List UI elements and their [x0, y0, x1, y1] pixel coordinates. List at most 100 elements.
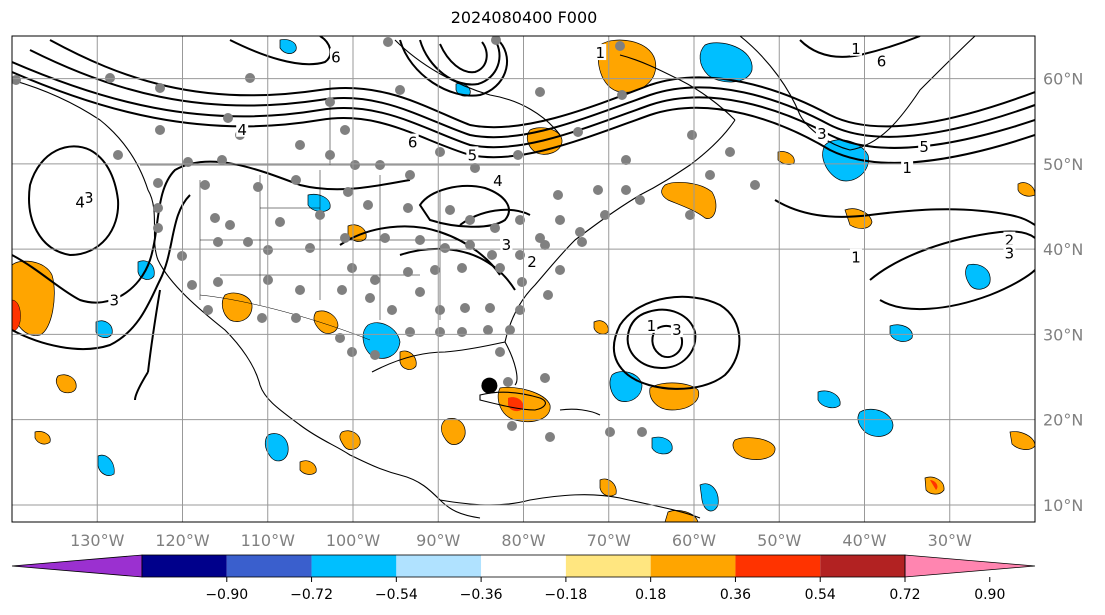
- lon-tick-label: 50°W: [757, 531, 801, 550]
- anomaly-patch: [661, 182, 717, 219]
- contour-label-bg: [849, 248, 862, 265]
- anomaly-patch: [97, 454, 115, 476]
- colorbar-segment: [820, 555, 905, 577]
- contour-label-bg: [329, 48, 342, 65]
- contour-label-bg: [875, 52, 888, 69]
- colorbar-tick-label: 0.18: [635, 587, 666, 603]
- contour-line: [29, 49, 1035, 139]
- anomaly-patch: [221, 292, 253, 322]
- station-dot: [575, 227, 585, 237]
- station-dot: [187, 280, 197, 290]
- lat-tick-label: 40°N: [1043, 240, 1083, 259]
- colorbar-segment: [396, 555, 482, 577]
- lon-tick-label: 100°W: [326, 531, 381, 550]
- station-dot: [637, 427, 647, 437]
- station-dot: [347, 347, 357, 357]
- station-dot: [200, 180, 210, 190]
- contour-label: 5: [919, 138, 929, 156]
- anomaly-patch: [609, 371, 643, 402]
- station-dot: [383, 37, 393, 47]
- station-dot: [405, 327, 415, 337]
- contour-line: [339, 225, 501, 276]
- station-dot: [12, 75, 21, 85]
- station-dot: [253, 182, 263, 192]
- station-dot: [295, 140, 305, 150]
- station-dot: [365, 293, 375, 303]
- colorbar-segment: [142, 555, 227, 577]
- station-dot: [635, 195, 645, 205]
- station-dot: [515, 215, 525, 225]
- contour-label: 2: [1005, 232, 1015, 250]
- station-dot: [370, 275, 380, 285]
- colorbar-tick-label: −0.72: [290, 587, 333, 603]
- station-dot: [395, 85, 405, 95]
- station-dot: [350, 160, 360, 170]
- station-dot: [457, 263, 467, 273]
- station-dot: [113, 150, 123, 160]
- contour-label-bg: [74, 193, 87, 210]
- anomaly-patch: [965, 263, 991, 290]
- colorbar-segment: [481, 555, 566, 577]
- station-dot: [315, 210, 325, 220]
- anomaly-patch: [597, 39, 657, 93]
- station-dot: [155, 83, 165, 93]
- anomaly-patch: [313, 310, 339, 334]
- lon-tick-label: 110°W: [241, 531, 296, 550]
- contour-line: [626, 308, 697, 370]
- station-dot: [153, 223, 163, 233]
- station-dot: [621, 155, 631, 165]
- contour-line: [419, 39, 501, 86]
- station-dot: [291, 175, 301, 185]
- anomaly-patch: [307, 193, 331, 212]
- station-dot: [705, 170, 715, 180]
- map-frame: [11, 35, 1036, 523]
- station-dot: [543, 290, 553, 300]
- contour-label-bg: [815, 125, 828, 142]
- station-dot: [685, 210, 695, 220]
- station-dot: [325, 97, 335, 107]
- coastline: [12, 79, 481, 519]
- contour-line: [612, 295, 741, 390]
- anomaly-patch: [664, 510, 699, 522]
- contour-line: [12, 194, 191, 351]
- contour-label: 3: [672, 321, 682, 339]
- contour-label: 4: [75, 193, 85, 211]
- contour-label: 3: [84, 189, 94, 207]
- station-dot: [507, 421, 517, 431]
- contour-line: [879, 269, 1035, 310]
- colorbar-tick-label: 0.90: [974, 587, 1005, 603]
- station-dot: [495, 263, 505, 273]
- contour-label: 2: [527, 253, 537, 271]
- colorbar-tick-label: −0.90: [205, 587, 248, 603]
- coastline: [371, 341, 518, 386]
- station-dot: [540, 240, 550, 250]
- anomaly-patch: [817, 390, 841, 409]
- anomaly-patch: [732, 437, 776, 460]
- anomaly-fill-layer: [12, 39, 1035, 522]
- colorbar-segment: [650, 555, 736, 577]
- station-dot: [405, 170, 415, 180]
- contour-label-bg: [108, 291, 121, 308]
- station-dot: [577, 237, 587, 247]
- station-dot: [555, 215, 565, 225]
- station-dot: [460, 303, 470, 313]
- station-dot: [153, 203, 163, 213]
- station-dot: [535, 87, 545, 97]
- colorbar-segment: [226, 555, 312, 577]
- station-dot: [555, 265, 565, 275]
- contour-label: 3: [817, 125, 827, 143]
- station-dot: [445, 205, 455, 215]
- longitude-labels: 130°W 120°W 110°W 100°W 90°W 80°W 70°W 60°W 50°W…: [70, 531, 972, 550]
- station-dot: [155, 125, 165, 135]
- station-dot: [210, 213, 220, 223]
- station-dot: [343, 187, 353, 197]
- station-dot: [363, 200, 373, 210]
- contour-layer: [12, 36, 1035, 401]
- station-dot: [380, 233, 390, 243]
- colorbar-extend-high: [904, 554, 1036, 578]
- coastline: [559, 408, 601, 416]
- anomaly-patch: [299, 460, 317, 475]
- station-dot: [325, 150, 335, 160]
- station-dot: [415, 235, 425, 245]
